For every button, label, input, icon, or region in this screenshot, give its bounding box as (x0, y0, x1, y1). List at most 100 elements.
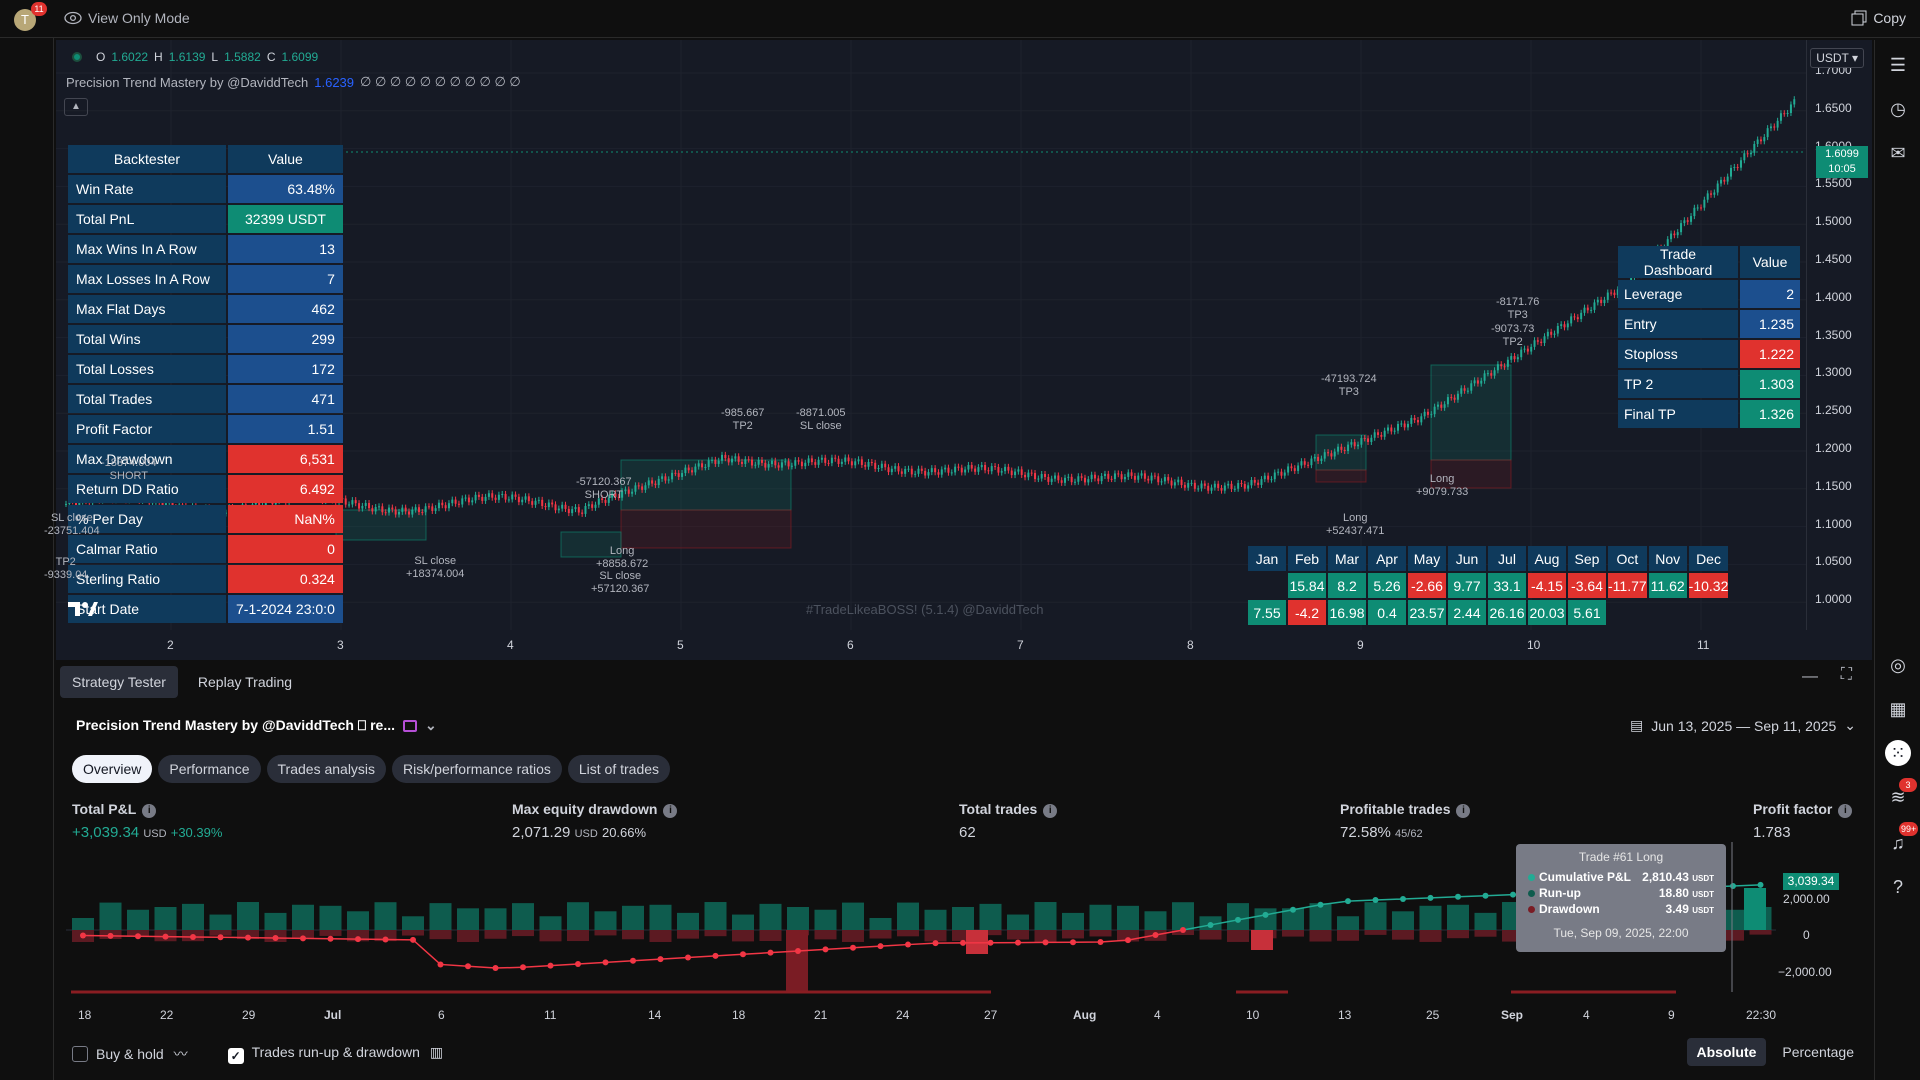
equity-time-tick: 4 (1154, 1008, 1161, 1022)
date-range-selector[interactable]: ▤ Jun 13, 2025 — Sep 11, 2025 ⌄ (1630, 717, 1856, 734)
candle-body (711, 459, 714, 461)
copy-button[interactable]: Copy (1851, 10, 1906, 26)
time-axis[interactable]: 2 3 4 5 6 7 8 9 10 11 (56, 630, 1806, 660)
backtester-key: Max Flat Days (68, 295, 226, 323)
candle-body (887, 467, 890, 473)
help-icon[interactable]: ? (1892, 877, 1903, 897)
apps-grid-icon[interactable]: ⁙ (1885, 740, 1911, 766)
tab-trades-analysis[interactable]: Trades analysis (266, 755, 387, 783)
strategy-settings-icon[interactable] (403, 719, 418, 732)
candle-body (1406, 423, 1409, 428)
equity-point (685, 954, 691, 961)
candle-body (1103, 473, 1106, 477)
absolute-button[interactable]: Absolute (1686, 1038, 1767, 1066)
drawdown-bar (347, 930, 369, 942)
candle-body (1317, 456, 1320, 462)
price-chart[interactable]: O 1.6022 H 1.6139 L 1.5882 C 1.6099 Precisio… (44, 40, 1872, 660)
strategy-selector[interactable]: Precision Trend Mastery by @DaviddTech ⎕… (76, 717, 437, 734)
tab-performance[interactable]: Performance (158, 755, 261, 783)
candle-body (1160, 481, 1163, 483)
month-return: 20.03 (1528, 600, 1566, 625)
drawdown-bar (1309, 930, 1332, 942)
candle-body (617, 496, 620, 498)
runup-bar (374, 902, 397, 930)
equity-point (80, 932, 86, 939)
price-axis[interactable]: 1.70001.65001.60001.55001.50001.45001.40… (1806, 40, 1872, 630)
runup-bar (979, 903, 1002, 930)
candle-body (954, 466, 957, 473)
equity-point (1510, 891, 1516, 898)
runup-bar (924, 909, 947, 930)
calendar-icon[interactable]: ▦ (1889, 699, 1907, 719)
equity-point (987, 939, 994, 946)
feed-icon[interactable]: ≋ (1890, 787, 1906, 807)
watchlist-icon[interactable]: ☰ (1889, 55, 1907, 75)
candle-body (1034, 473, 1037, 480)
month-return: 26.16 (1488, 600, 1526, 625)
tab-risk-ratios[interactable]: Risk/performance ratios (392, 755, 562, 783)
candle-body (258, 501, 261, 507)
drawdown-bar (869, 930, 892, 939)
candle-body (1703, 199, 1706, 208)
month-header: Jun (1448, 546, 1486, 571)
candle-body (701, 463, 704, 468)
chevron-down-icon[interactable]: ⌄ (425, 717, 437, 733)
alert-clock-icon[interactable]: ◷ (1890, 99, 1906, 119)
buy-hold-checkbox[interactable] (72, 1046, 88, 1062)
tooltip-value: 3.49 (1665, 902, 1689, 916)
metric-percent: +30.39% (170, 825, 223, 840)
candle-body (1330, 453, 1333, 457)
maximize-icon[interactable]: ⛶ (1840, 666, 1852, 683)
minimize-icon[interactable]: — (1802, 668, 1818, 685)
candle-body (1190, 482, 1193, 484)
price-tick: 1.0000 (1815, 592, 1852, 607)
info-icon[interactable]: i (1456, 804, 1471, 818)
runup-bar (704, 902, 727, 930)
range-chevron-icon: ⌄ (1844, 717, 1856, 733)
tab-strategy-tester[interactable]: Strategy Tester (60, 666, 178, 698)
percentage-button[interactable]: Percentage (1782, 1044, 1854, 1060)
candle-body (344, 498, 347, 505)
view-only-mode[interactable]: View Only Mode (64, 10, 190, 26)
chat-icon[interactable]: ✉ (1890, 143, 1906, 163)
candle-body (1280, 471, 1283, 476)
bell-badge: 99+ (1899, 822, 1919, 836)
candle-body (1666, 239, 1669, 248)
runup-toggle[interactable]: ✓ Trades run-up & drawdown ▥ (227, 1044, 443, 1064)
candle-body (577, 507, 580, 513)
tooltip-value: 2,810.43 (1642, 870, 1689, 884)
info-icon[interactable]: i (142, 804, 157, 818)
runup-checkbox[interactable]: ✓ (227, 1048, 244, 1064)
info-icon[interactable]: i (663, 804, 678, 818)
price-tick: 1.3000 (1815, 365, 1852, 380)
equity-point (767, 949, 774, 956)
candle-body (1083, 477, 1086, 483)
tab-list-of-trades[interactable]: List of trades (567, 755, 671, 783)
metric-total-pnl: Total P&L i +3,039.34 USD +30.39% (72, 801, 222, 841)
dashboard-value: 2 (1740, 280, 1800, 308)
candle-body (161, 502, 164, 507)
candle-body (551, 502, 554, 505)
info-icon[interactable]: i (1043, 804, 1058, 818)
candle-body (614, 493, 617, 497)
candle-body (904, 469, 907, 474)
user-avatar[interactable]: T (14, 9, 36, 31)
backtester-key: Max Losses In A Row (68, 265, 226, 293)
candle-body (890, 468, 893, 473)
candle-body (1769, 126, 1772, 129)
tab-overview[interactable]: Overview (72, 755, 153, 783)
candle-body (541, 499, 544, 506)
metric-total-trades: Total trades i 62 (959, 801, 1058, 841)
currency-select[interactable]: USDT ▾ (1810, 48, 1864, 68)
tab-replay-trading[interactable]: Replay Trading (197, 674, 293, 690)
buy-hold-toggle[interactable]: Buy & hold 〰 (72, 1044, 188, 1064)
bell-icon[interactable]: ♫ (1891, 833, 1905, 853)
candle-body (1420, 416, 1423, 423)
collapse-legend-button[interactable]: ▲ (64, 98, 88, 116)
indicator-legend[interactable]: Precision Trend Mastery by @DaviddTech 1… (66, 74, 521, 90)
trade-annotation: -8171.76 TP3 (1496, 296, 1540, 321)
info-icon[interactable]: i (1838, 804, 1853, 818)
metric-title: Profit factor (1753, 801, 1833, 817)
target-icon[interactable]: ◎ (1890, 655, 1906, 675)
month-return: 16.98 (1328, 600, 1366, 625)
